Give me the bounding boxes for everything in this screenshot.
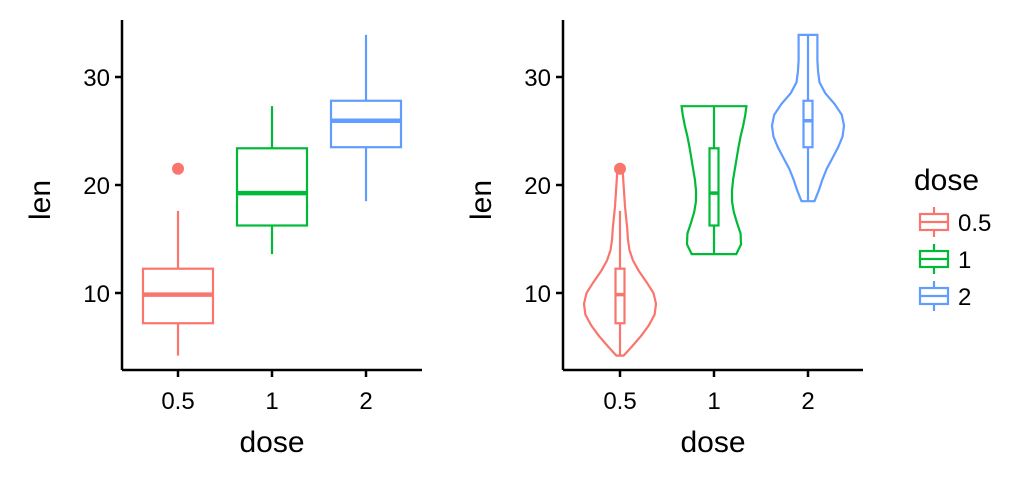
box-2 (329, 99, 403, 149)
box-2 (802, 99, 814, 149)
x-tick-label: 0.5 (603, 388, 636, 415)
x-tick-label: 0.5 (161, 388, 194, 415)
violin-2 (770, 33, 846, 203)
box-1 (708, 147, 720, 227)
legend-title: dose (914, 164, 979, 197)
outlier-point (614, 162, 626, 175)
x-tick-label: 1 (707, 388, 720, 415)
legend-key-0.5 (918, 207, 950, 237)
y-tick-label: 10 (524, 281, 551, 308)
x-tick-label: 2 (801, 388, 814, 415)
violin-panel: 10 20 30 0.5 1 2 dose len (465, 20, 863, 459)
x-tick-label: 1 (265, 388, 278, 415)
box-1 (235, 147, 309, 227)
y-tick-label: 20 (83, 173, 110, 200)
y-tick-label: 10 (83, 281, 110, 308)
legend-key-1 (918, 244, 950, 274)
boxplot-panel: 10 20 30 0.5 1 2 dose len (24, 20, 422, 459)
legend: dose 0.5 1 2 (914, 164, 991, 311)
legend-label: 0.5 (958, 210, 991, 237)
x-axis-title: dose (239, 426, 304, 459)
outlier-point (172, 162, 184, 175)
y-tick-label: 30 (524, 65, 551, 92)
violin-1 (680, 105, 748, 256)
x-axis-title: dose (680, 426, 745, 459)
legend-key-2 (918, 281, 950, 311)
y-tick-label: 30 (83, 65, 110, 92)
legend-label: 2 (958, 284, 971, 311)
x-tick-label: 2 (359, 388, 372, 415)
y-tick-label: 20 (524, 173, 551, 200)
legend-label: 1 (958, 247, 971, 274)
y-axis-title: len (465, 180, 498, 220)
y-axis-title: len (24, 180, 57, 220)
